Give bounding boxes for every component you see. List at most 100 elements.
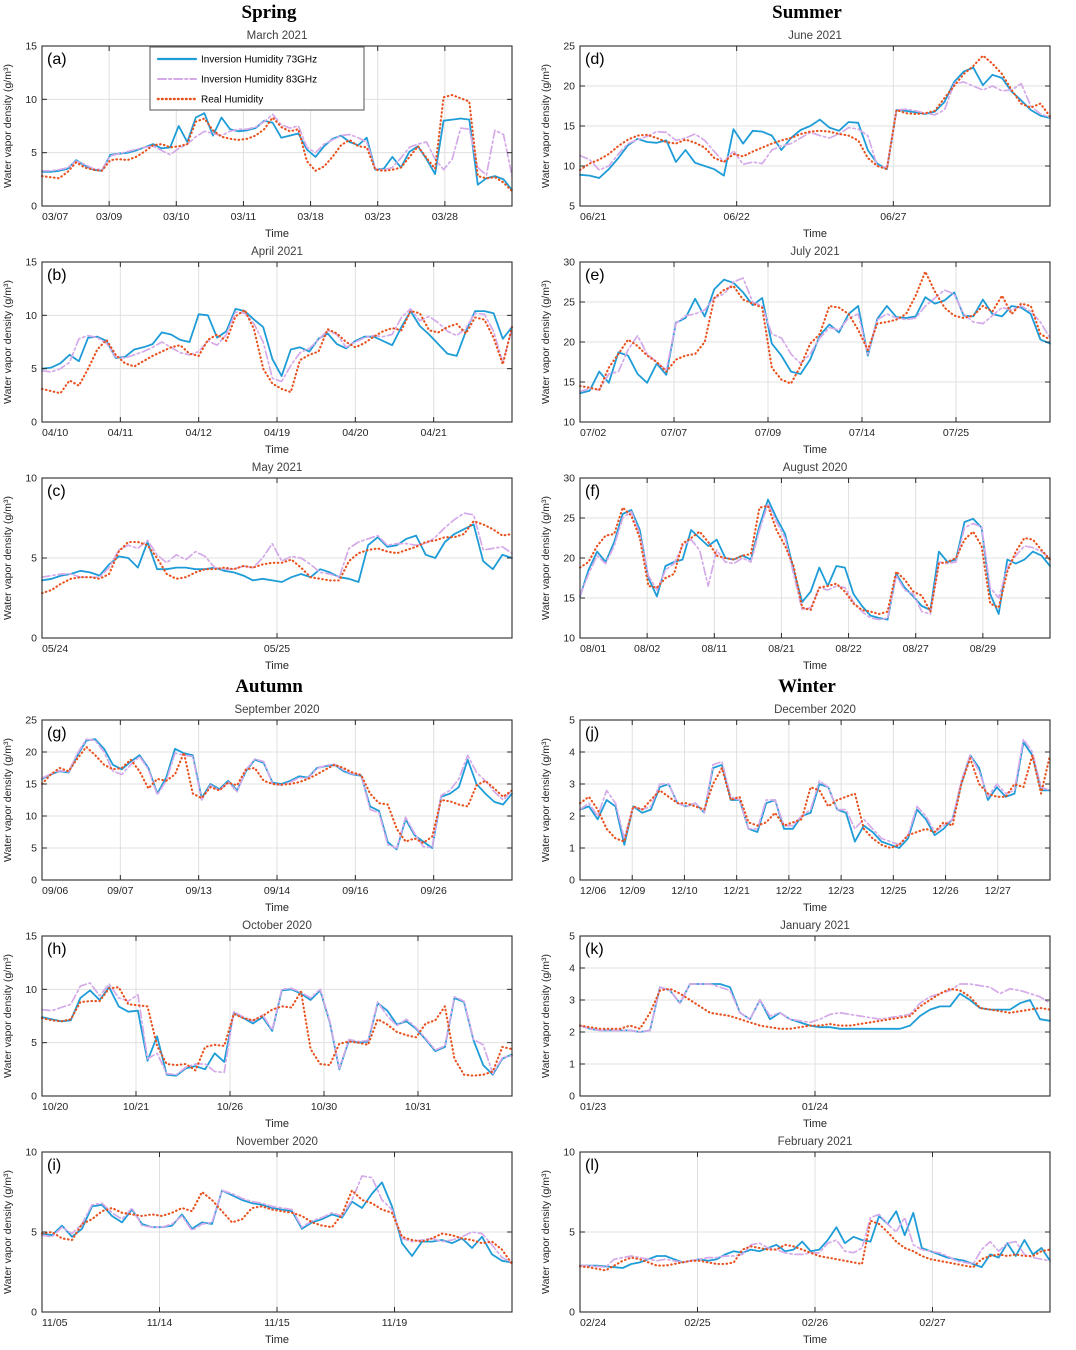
y-tick-label: 30	[563, 473, 575, 485]
x-tick-label: 07/02	[580, 427, 606, 439]
x-tick-label: 12/23	[828, 885, 854, 897]
x-tick-label: 09/06	[42, 885, 68, 897]
season-header-autumn: Autumn	[235, 676, 303, 697]
x-tick-label: 07/25	[943, 427, 969, 439]
y-tick-label: 0	[569, 1307, 575, 1319]
x-axis-label: Time	[265, 1118, 289, 1130]
x-tick-label: 10/30	[311, 1101, 337, 1113]
x-tick-label: 12/21	[724, 885, 750, 897]
panel-title: June 2021	[788, 30, 842, 42]
y-axis-label: Water vapor density (g/m³)	[540, 496, 552, 620]
x-tick-label: 04/21	[421, 427, 447, 439]
chart-june-2021: 06/21 06/22 06/27 5 10 15 20 25 June 2021 (d) Time…	[540, 30, 1052, 240]
x-tick-label: 11/19	[382, 1317, 408, 1329]
series-line-73GHz	[41, 308, 513, 378]
panel-letter: (h)	[47, 941, 67, 958]
y-tick-label: 3	[569, 779, 575, 791]
y-tick-label: 10	[563, 1147, 575, 1159]
x-tick-label: 08/22	[835, 643, 861, 655]
series-line-real	[578, 504, 1052, 616]
y-axis-label: Water vapor density (g/m³)	[2, 64, 14, 188]
y-tick-label: 20	[563, 337, 575, 349]
series-line-83GHz	[579, 502, 1051, 621]
y-tick-label: 0	[569, 1091, 575, 1103]
panel-august-2020: 08/01 08/02 08/11 08/21 08/22 08/27 08/29 10 15 2…	[538, 458, 1076, 674]
y-tick-label: 1	[569, 1059, 575, 1071]
y-tick-label: 10	[25, 984, 37, 996]
panel-letter: (b)	[47, 267, 67, 284]
y-tick-label: 10	[563, 417, 575, 429]
series-line-73GHz	[41, 1181, 513, 1264]
panel-title: March 2021	[247, 30, 308, 42]
x-tick-label: 09/26	[421, 885, 447, 897]
y-tick-label: 0	[31, 875, 37, 887]
panel-november-2020: 11/05 11/14 11/15 11/19 0 5 10 November 2020 (i)…	[0, 1132, 538, 1348]
y-tick-label: 5	[31, 843, 37, 855]
x-tick-label: 12/09	[619, 885, 645, 897]
chart-october-2020: 10/20 10/21 10/26 10/30 10/31 0 5 10 15 October 2…	[2, 920, 514, 1130]
x-tick-label: 02/27	[919, 1317, 945, 1329]
y-tick-label: 15	[563, 121, 575, 133]
season-block-summer: Summer 06/21 06/22 06/27 5 10 15 20 25 June 2021…	[538, 0, 1076, 674]
panel-title: January 2021	[780, 920, 850, 932]
y-axis-label: Water vapor density (g/m³)	[2, 496, 14, 620]
series-line-real	[578, 1219, 1052, 1272]
x-tick-label: 04/19	[264, 427, 290, 439]
x-tick-label: 01/23	[580, 1101, 606, 1113]
x-axis-label: Time	[803, 1334, 827, 1346]
y-axis-label: Water vapor density (g/m³)	[540, 954, 552, 1078]
panel-title: February 2021	[778, 1136, 853, 1148]
chart-august-2020: 08/01 08/02 08/11 08/21 08/22 08/27 08/29 10 15 2…	[540, 462, 1052, 672]
y-tick-label: 4	[569, 963, 575, 975]
y-tick-label: 10	[25, 310, 37, 322]
y-tick-label: 10	[563, 161, 575, 173]
x-tick-label: 06/22	[724, 211, 750, 223]
panel-march-2021: 03/07 03/09 03/10 03/11 03/18 03/23 03/28 0 5 10 1…	[0, 26, 538, 242]
y-tick-label: 0	[31, 417, 37, 429]
panel-january-2021: 01/23 01/24 0 1 2 3 4 5 January 2021 (k) Time Water…	[538, 916, 1076, 1132]
y-tick-label: 20	[563, 553, 575, 565]
series-line-73GHz	[579, 278, 1051, 395]
x-tick-label: 02/25	[684, 1317, 710, 1329]
series-line-real	[40, 986, 514, 1077]
x-axis-label: Time	[803, 228, 827, 240]
x-tick-label: 12/10	[671, 885, 697, 897]
panel-june-2021: 06/21 06/22 06/27 5 10 15 20 25 June 2021 (d) Time…	[538, 26, 1076, 242]
chart-september-2020: 09/06 09/07 09/13 09/14 09/16 09/26 0 5 10 15 20 25…	[2, 704, 514, 914]
y-tick-label: 1	[569, 843, 575, 855]
y-tick-label: 5	[569, 931, 575, 943]
x-tick-label: 05/25	[264, 643, 290, 655]
series-line-real	[578, 987, 1052, 1030]
series-line-83GHz	[41, 308, 513, 383]
x-tick-label: 04/20	[342, 427, 368, 439]
chart-april-2021: 04/10 04/11 04/12 04/19 04/20 04/21 0 5 10 15 Apri…	[2, 246, 514, 456]
season-header-spring: Spring	[241, 2, 297, 23]
x-tick-label: 06/27	[880, 211, 906, 223]
x-tick-label: 12/22	[776, 885, 802, 897]
panel-title: October 2020	[242, 920, 312, 932]
x-axis-label: Time	[803, 1118, 827, 1130]
x-axis-label: Time	[803, 660, 827, 672]
x-tick-label: 12/06	[580, 885, 606, 897]
y-tick-label: 10	[563, 633, 575, 645]
x-axis-label: Time	[265, 1334, 289, 1346]
series-line-real	[578, 754, 1052, 850]
y-tick-label: 2	[569, 1027, 575, 1039]
season-header-winter: Winter	[778, 676, 836, 697]
x-tick-label: 03/18	[297, 211, 323, 223]
series-line-real	[40, 745, 514, 844]
panel-title: September 2020	[234, 704, 319, 716]
y-tick-label: 15	[25, 931, 37, 943]
x-tick-label: 03/09	[96, 211, 122, 223]
series-line-73GHz	[579, 66, 1051, 179]
chart-november-2020: 11/05 11/14 11/15 11/19 0 5 10 November 2020 (i)…	[2, 1136, 514, 1346]
y-tick-label: 20	[25, 747, 37, 759]
chart-july-2021: 07/02 07/07 07/09 07/14 07/25 10 15 20 25 30 July …	[540, 246, 1052, 456]
x-tick-label: 08/21	[768, 643, 794, 655]
y-axis-label: Water vapor density (g/m³)	[540, 1170, 552, 1294]
x-axis-label: Time	[265, 228, 289, 240]
panel-letter: (e)	[585, 267, 605, 284]
x-tick-label: 10/26	[217, 1101, 243, 1113]
series-line-73GHz	[41, 986, 513, 1077]
